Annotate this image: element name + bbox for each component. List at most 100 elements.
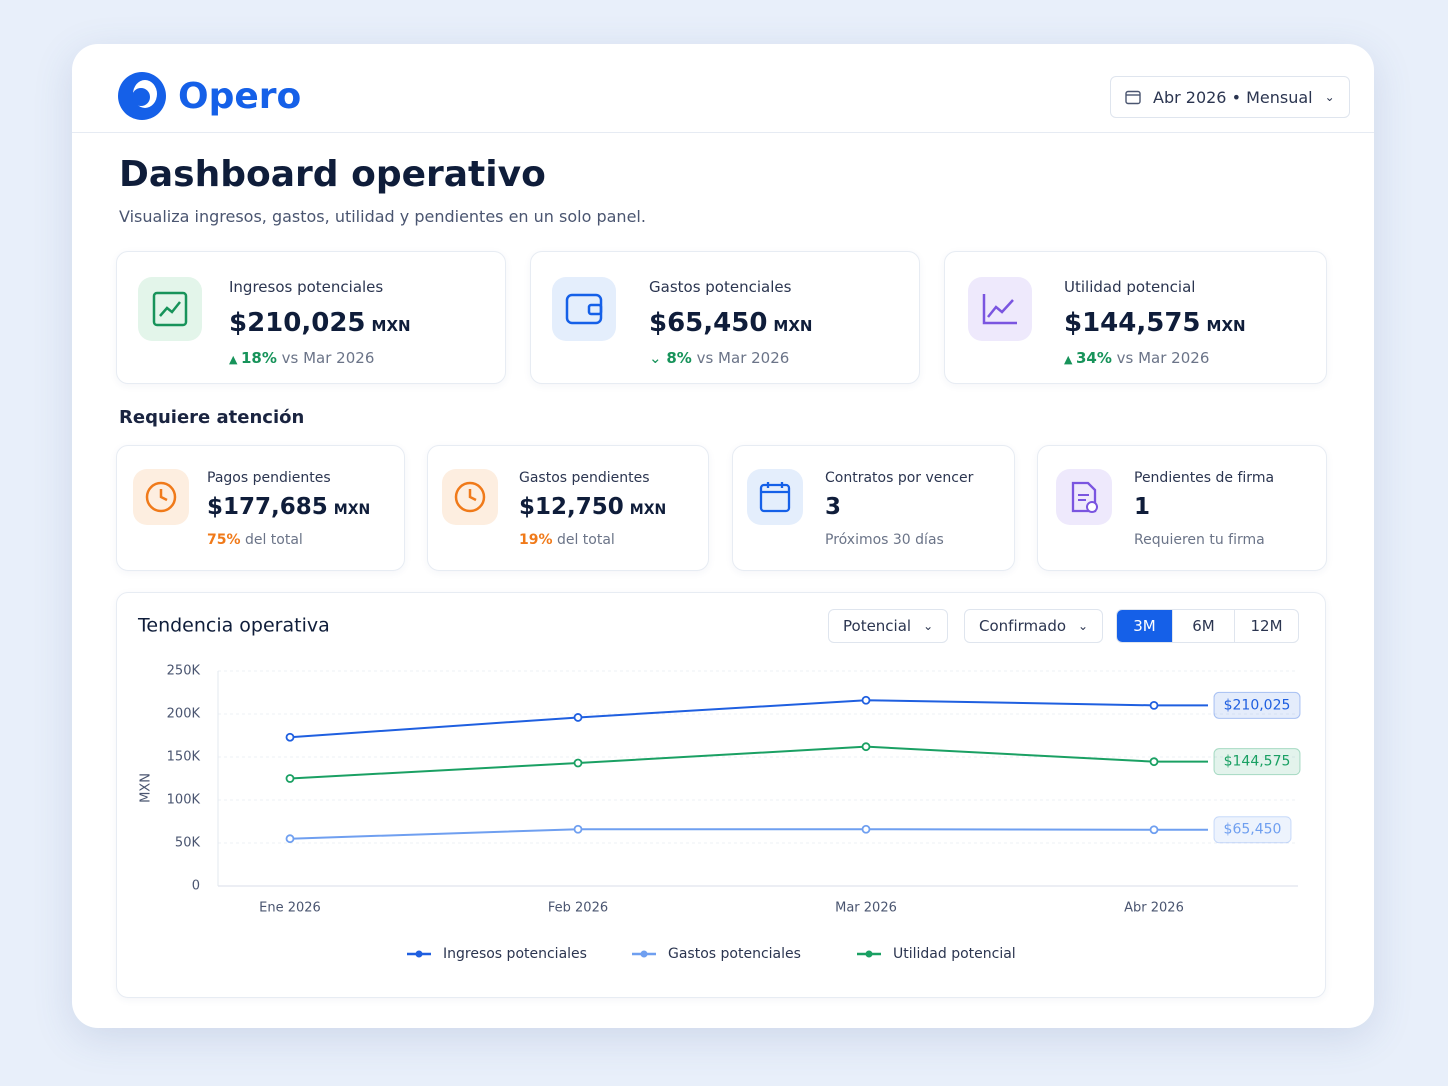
header-divider (72, 132, 1374, 133)
value-label: $65,450 (1224, 822, 1282, 838)
filter-dropdown[interactable]: Confirmado ⌄ (964, 609, 1104, 643)
range-toggle: 3M 6M 12M (1116, 609, 1299, 643)
calendar-icon (1125, 90, 1141, 105)
attention-share: 19% (519, 532, 553, 548)
attention-note: del total (244, 532, 303, 548)
kpi-icon (552, 277, 616, 341)
legend-label: Ingresos potenciales (443, 946, 587, 962)
y-tick-label: 50K (175, 836, 201, 851)
value-label-box (1213, 816, 1292, 844)
series-line (289, 699, 1155, 739)
kpi-comparison: vs Mar 2026 (696, 349, 790, 367)
value-label: $210,025 (1224, 697, 1291, 713)
kpi-icon (138, 277, 202, 341)
kpi-amount: $144,575 (1064, 308, 1201, 338)
kpi-unit: MXN (1206, 317, 1246, 335)
attention-share: 75% (207, 532, 241, 548)
y-axis-label: MXN (139, 773, 154, 803)
data-point (285, 732, 295, 742)
attention-unit: MXN (629, 502, 667, 518)
logo-mark (118, 72, 166, 120)
kpi-card: Ingresos potenciales $210,025 MXN ▲ 18% v… (116, 251, 506, 384)
attention-note: Requieren tu firma (1134, 532, 1265, 548)
attention-title: Gastos pendientes (519, 470, 650, 486)
period-selector[interactable]: Abr 2026 • Mensual ⌄ (1110, 76, 1350, 118)
attention-card[interactable]: Pagos pendientes $177,685 MXN 75% del tot… (116, 445, 405, 571)
value-label-box (1213, 691, 1301, 719)
attention-note: del total (556, 532, 615, 548)
legend-dot (640, 950, 648, 958)
attention-value: $177,685 (207, 494, 328, 520)
legend-dot (415, 950, 423, 958)
chart: Tendencia operativa MXN 0 50K 100K 150K 200K… (137, 615, 1301, 962)
kpi-comparison: vs Mar 2026 (1116, 349, 1210, 367)
section-title: Requiere atención (119, 407, 305, 428)
legend-label: Gastos potenciales (668, 946, 801, 962)
data-point (861, 742, 871, 752)
x-tick-label: Abr 2026 (1124, 901, 1184, 916)
kpi-amount: $210,025 (229, 308, 366, 338)
brand-name: Opero (178, 75, 302, 117)
chart-title: Tendencia operativa (137, 615, 330, 637)
attention-value: 1 (1134, 494, 1151, 520)
data-point (1149, 700, 1159, 710)
y-tick-label: 250K (167, 664, 201, 679)
attention-icon (442, 469, 498, 525)
attention-icon (1056, 469, 1112, 525)
kpi-title: Ingresos potenciales (229, 278, 384, 296)
data-point (285, 774, 295, 783)
range-button[interactable]: 6M (1172, 610, 1234, 642)
attention-title: Contratos por vencer (825, 470, 974, 486)
kpi-change: 8% (666, 349, 692, 367)
attention-unit: MXN (333, 502, 371, 518)
y-tick-label: 0 (192, 879, 200, 894)
x-tick-label: Mar 2026 (835, 901, 897, 916)
series-line (289, 745, 1155, 780)
logo[interactable]: Opero (116, 70, 301, 122)
filter-dropdown[interactable]: Potencial ⌄ (828, 609, 949, 643)
kpi-title: Gastos potenciales (649, 278, 792, 296)
attention-value: 3 (825, 494, 842, 520)
legend-dot (865, 950, 873, 958)
chart-card (116, 592, 1326, 998)
attention-card[interactable]: Pendientes de firma 1 Requieren tu firma (1037, 445, 1327, 571)
data-point (573, 824, 583, 834)
kpi-change: 34% (1075, 349, 1112, 367)
filter-label: Confirmado (979, 617, 1067, 635)
range-button[interactable]: 3M (1117, 610, 1172, 642)
kpi-title: Utilidad potencial (1064, 278, 1196, 296)
kpi-card: Utilidad potencial $144,575 MXN ▲ 34% vs … (944, 251, 1327, 384)
attention-icon (133, 469, 189, 525)
attention-title: Pagos pendientes (207, 470, 331, 486)
filter-label: Potencial (843, 617, 912, 635)
x-tick-label: Feb 2026 (548, 901, 608, 916)
kpi-unit: MXN (773, 317, 813, 335)
kpi-unit: MXN (371, 317, 411, 335)
data-point (285, 834, 295, 844)
range-button[interactable]: 12M (1234, 610, 1298, 642)
attention-card[interactable]: Contratos por vencer 3 Próximos 30 días (732, 445, 1015, 571)
kpi-change: 18% (240, 349, 277, 367)
page-subtitle: Visualiza ingresos, gastos, utilidad y p… (119, 207, 646, 226)
kpi-amount: $65,450 (649, 308, 768, 338)
data-point (861, 824, 871, 834)
series-line (289, 828, 1155, 840)
y-tick-label: 200K (167, 707, 201, 722)
attention-card[interactable]: Gastos pendientes $12,750 MXN 19% del tot… (427, 445, 709, 571)
legend-label: Utilidad potencial (893, 946, 1016, 962)
value-label: $144,575 (1224, 754, 1291, 770)
data-point (573, 713, 583, 722)
chevron: ⌄ (1324, 90, 1335, 104)
attention-icon (747, 469, 803, 525)
attention-value: $12,750 (519, 494, 624, 520)
attention-note: Próximos 30 días (825, 532, 944, 548)
data-point (573, 758, 583, 768)
kpi-card: Gastos potenciales $65,450 MXN ⌄ 8% vs Ma… (530, 251, 920, 384)
page-title: Dashboard operativo (119, 154, 546, 195)
kpi-comparison: vs Mar 2026 (281, 349, 375, 367)
x-tick-label: Ene 2026 (259, 901, 321, 916)
data-point (1149, 757, 1159, 767)
data-point (861, 695, 871, 705)
value-label-box (1213, 748, 1301, 776)
